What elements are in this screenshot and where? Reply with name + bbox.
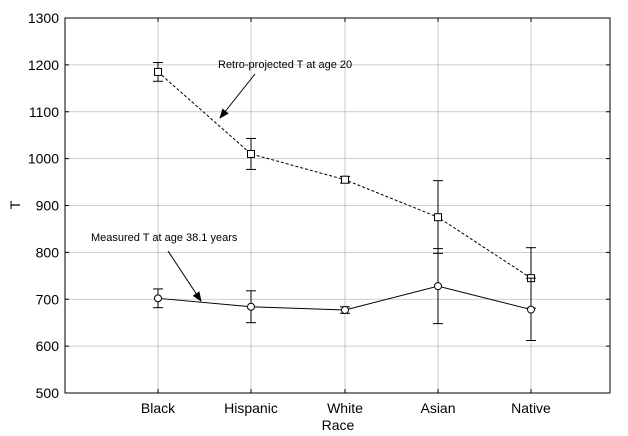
data-point <box>434 282 442 291</box>
x-axis-title: Race <box>322 417 355 433</box>
y-tick-label: 1000 <box>28 151 59 167</box>
annotation-retro: Retro-projected T at age 20 <box>218 59 352 71</box>
x-tick-label: Asian <box>420 400 455 416</box>
annotation-retro-arrow <box>219 73 256 119</box>
x-tick-label: Native <box>511 400 551 416</box>
ticks: 500 600 700 800 900 1000 1100 1200 1300 Black Hisp… <box>28 10 610 416</box>
x-tick-label: White <box>327 400 363 416</box>
y-axis-title: T <box>7 200 23 209</box>
data-point <box>341 175 349 184</box>
x-tick-label: Black <box>141 400 176 416</box>
series-layer <box>153 62 536 341</box>
data-point <box>154 67 162 76</box>
y-tick-label: 1100 <box>29 104 59 120</box>
y-tick-label: 500 <box>36 385 60 401</box>
data-point <box>247 302 255 311</box>
x-tick-label: Hispanic <box>224 400 278 416</box>
data-point <box>154 294 162 303</box>
y-tick-label: 700 <box>36 291 60 307</box>
annotation-measured: Measured T at age 38.1 years <box>91 232 238 244</box>
data-point <box>527 305 535 314</box>
y-tick-label: 1300 <box>28 10 59 26</box>
y-tick-label: 1200 <box>28 57 59 73</box>
y-tick-label: 900 <box>36 198 60 214</box>
data-point <box>247 149 255 158</box>
series-1 <box>153 248 536 341</box>
data-point <box>434 213 442 222</box>
y-tick-label: 800 <box>36 244 60 260</box>
annotation-measured-arrow <box>167 250 202 302</box>
y-tick-label: 600 <box>36 338 60 354</box>
data-point <box>341 306 349 315</box>
